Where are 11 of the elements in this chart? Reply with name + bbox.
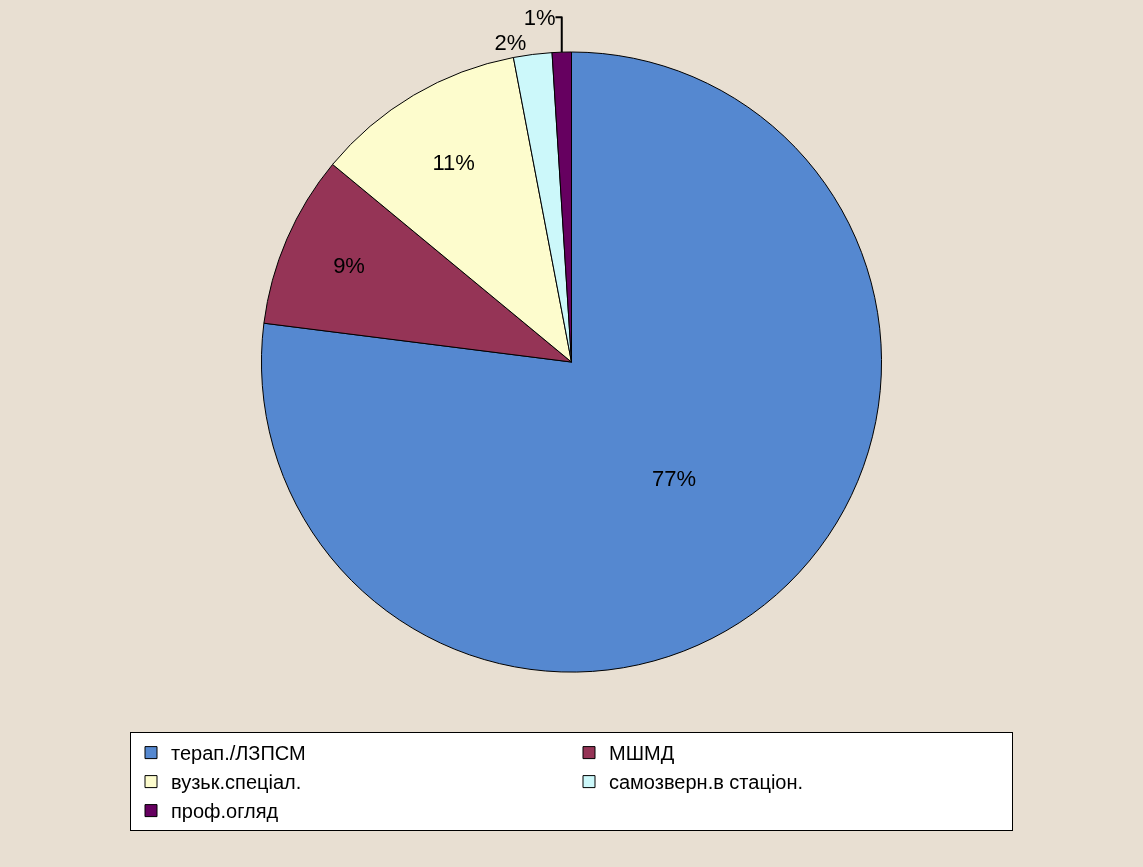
legend-label: самозверн.в стаціон. <box>609 771 804 794</box>
data-label: 9% <box>333 253 365 279</box>
legend-label: проф.огляд <box>171 800 279 823</box>
legend-label: МШМД <box>609 742 675 765</box>
data-label: 11% <box>432 150 475 176</box>
legend-label: вузьк.спеціал. <box>171 771 302 794</box>
pie-slice <box>260 51 882 673</box>
data-label: 77% <box>652 465 697 491</box>
data-label: 2% <box>494 29 527 55</box>
legend-label: терап./ЛЗПСМ <box>171 742 306 765</box>
data-label: 1% <box>523 4 556 30</box>
